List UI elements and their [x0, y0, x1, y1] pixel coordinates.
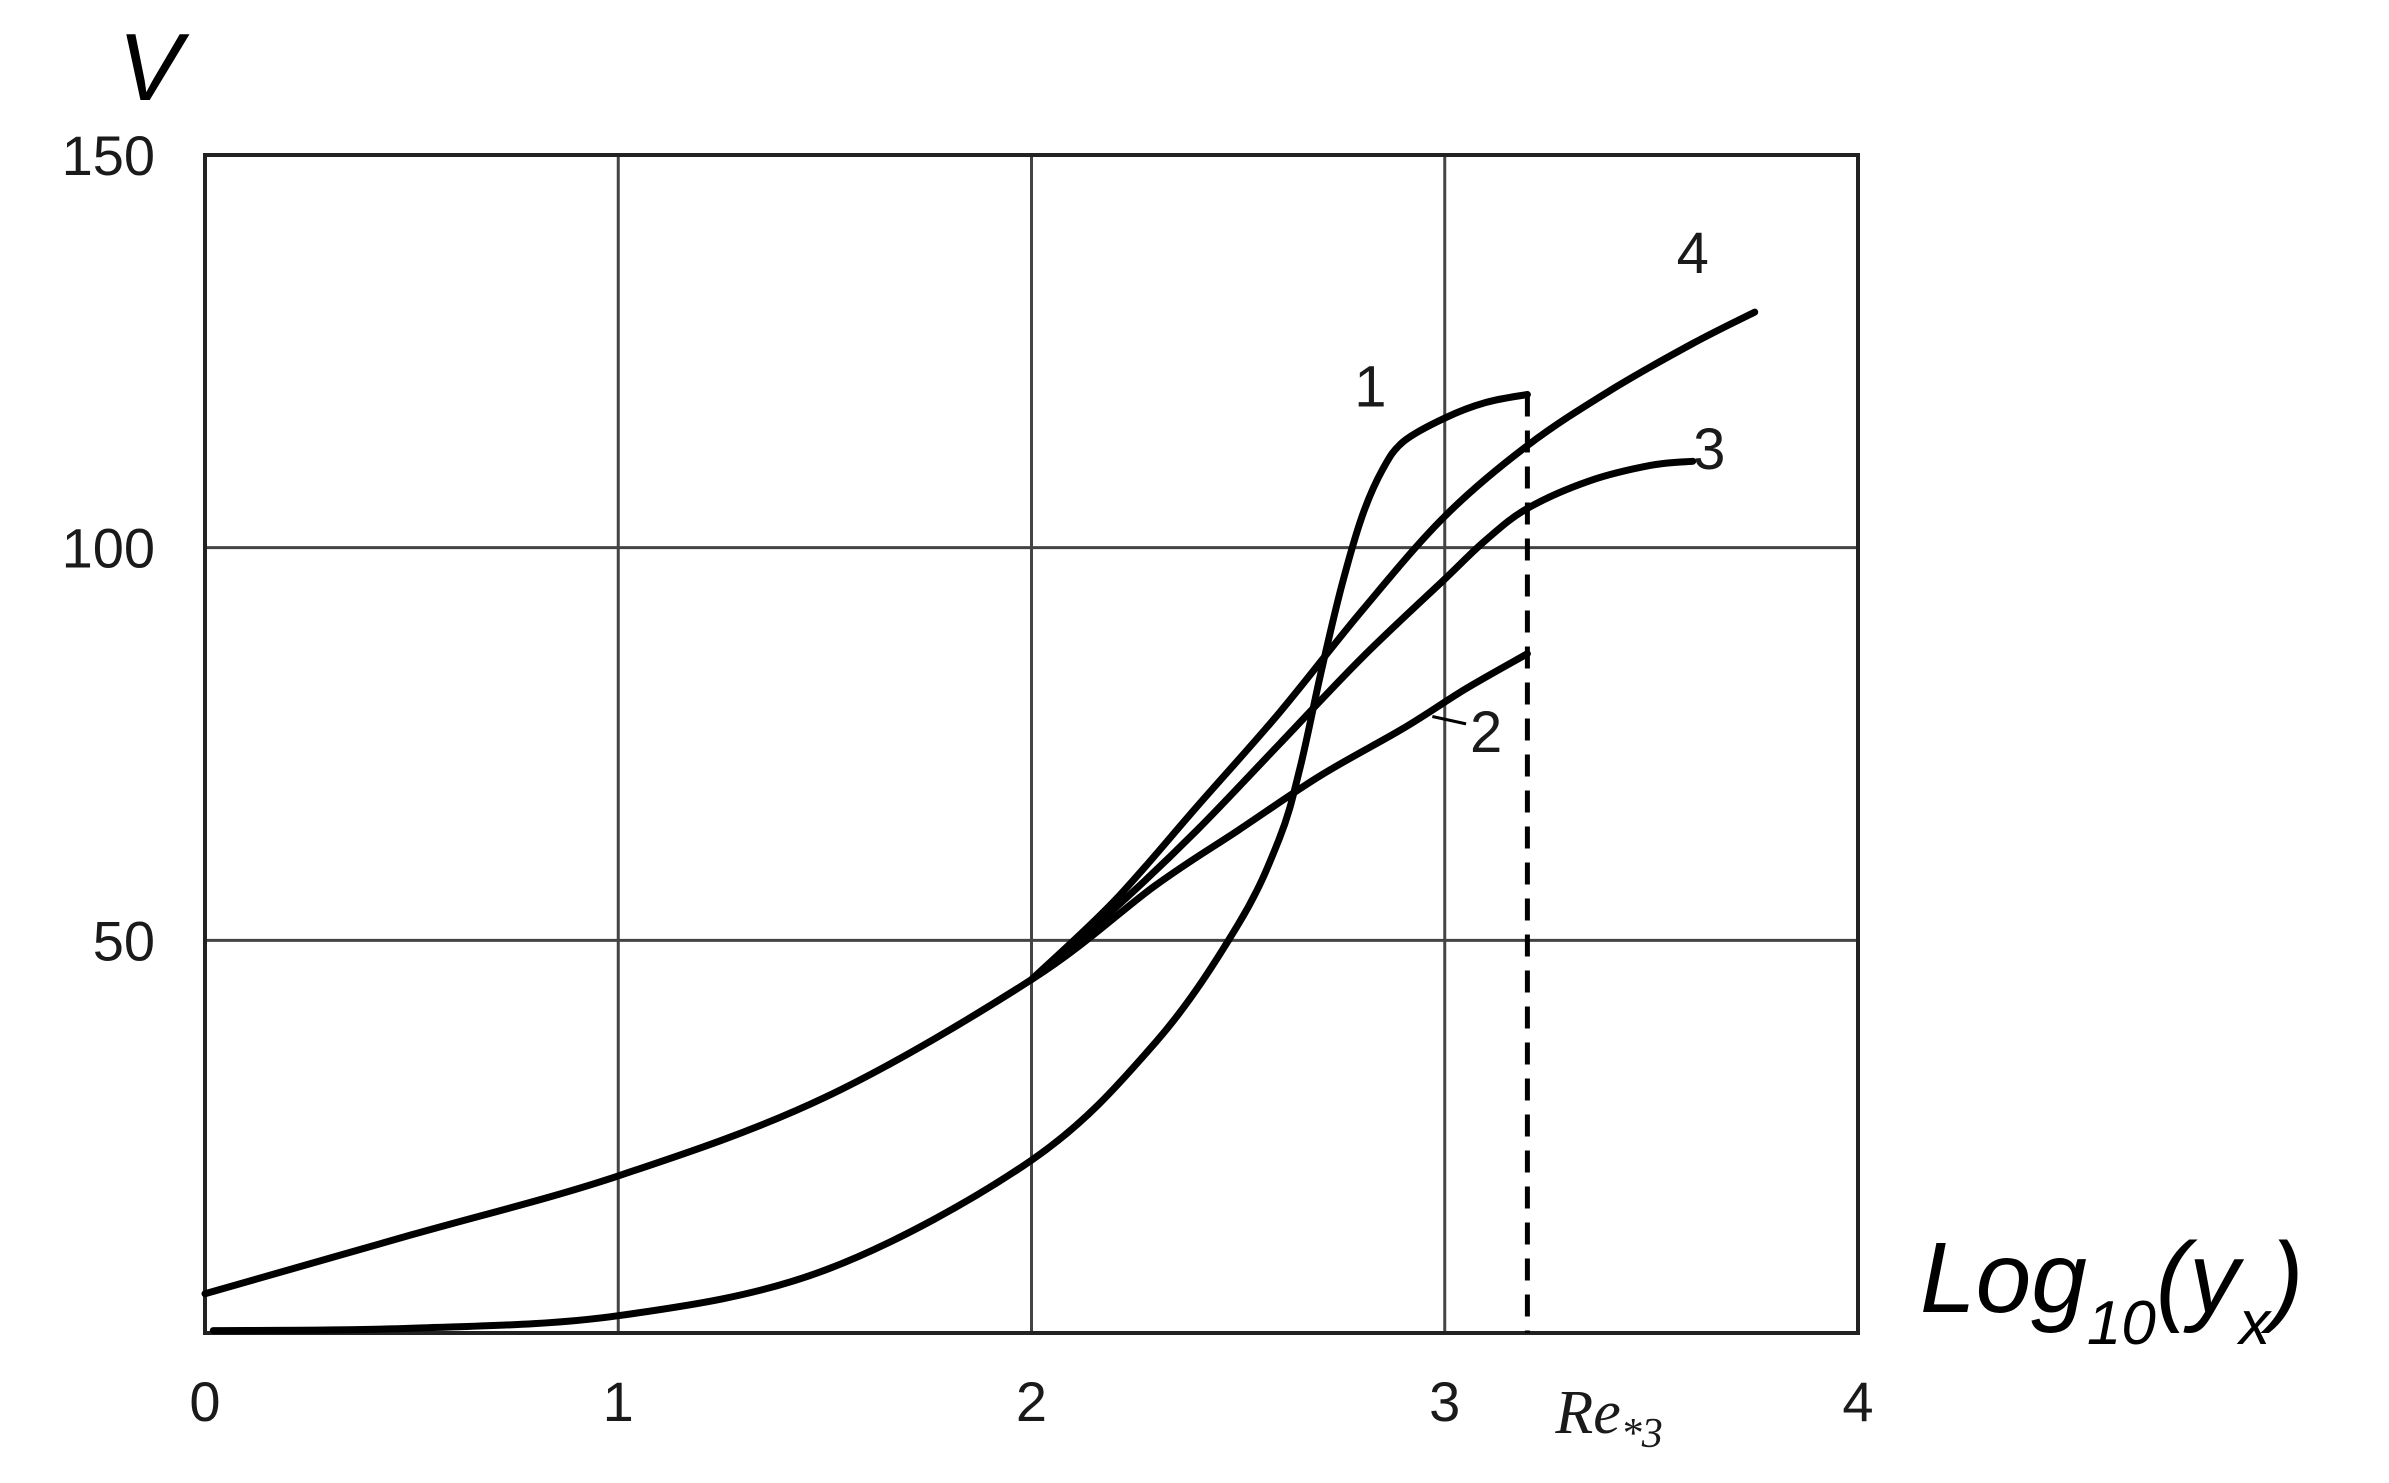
curve-1: [209, 391, 1531, 1335]
curve-4: [1028, 308, 1759, 984]
curve-label-2: 2: [1470, 700, 1502, 765]
tick-labels: 0 1 2 3 4 50 100 150: [62, 124, 1874, 1433]
y-tick-label: 50: [93, 909, 155, 972]
curve-label-1: 1: [1354, 354, 1386, 419]
x-tick-label: 0: [189, 1370, 220, 1433]
x-tick-label: 3: [1429, 1370, 1460, 1433]
y-axis-label: V: [118, 14, 190, 121]
x-tick-label: 4: [1842, 1370, 1873, 1433]
curves: [201, 308, 1759, 1335]
curve-labels: 1 2 3 4: [1354, 221, 1725, 765]
grid: [205, 155, 1858, 1333]
curve-label-3: 3: [1693, 417, 1725, 482]
x-tick-label: 1: [603, 1370, 634, 1433]
curve-2-leader: [1432, 715, 1467, 726]
x-axis-label: Log10(yx): [1920, 1222, 2303, 1358]
x-tick-label: 2: [1016, 1370, 1047, 1433]
y-tick-label: 150: [62, 124, 155, 187]
curve-label-4: 4: [1677, 221, 1709, 286]
curve-3: [1028, 457, 1697, 984]
curve-2: [201, 650, 1531, 1298]
y-tick-label: 100: [62, 517, 155, 580]
re-reference-label: Re*3: [1554, 1379, 1662, 1457]
plot-frame: [203, 153, 1860, 1335]
